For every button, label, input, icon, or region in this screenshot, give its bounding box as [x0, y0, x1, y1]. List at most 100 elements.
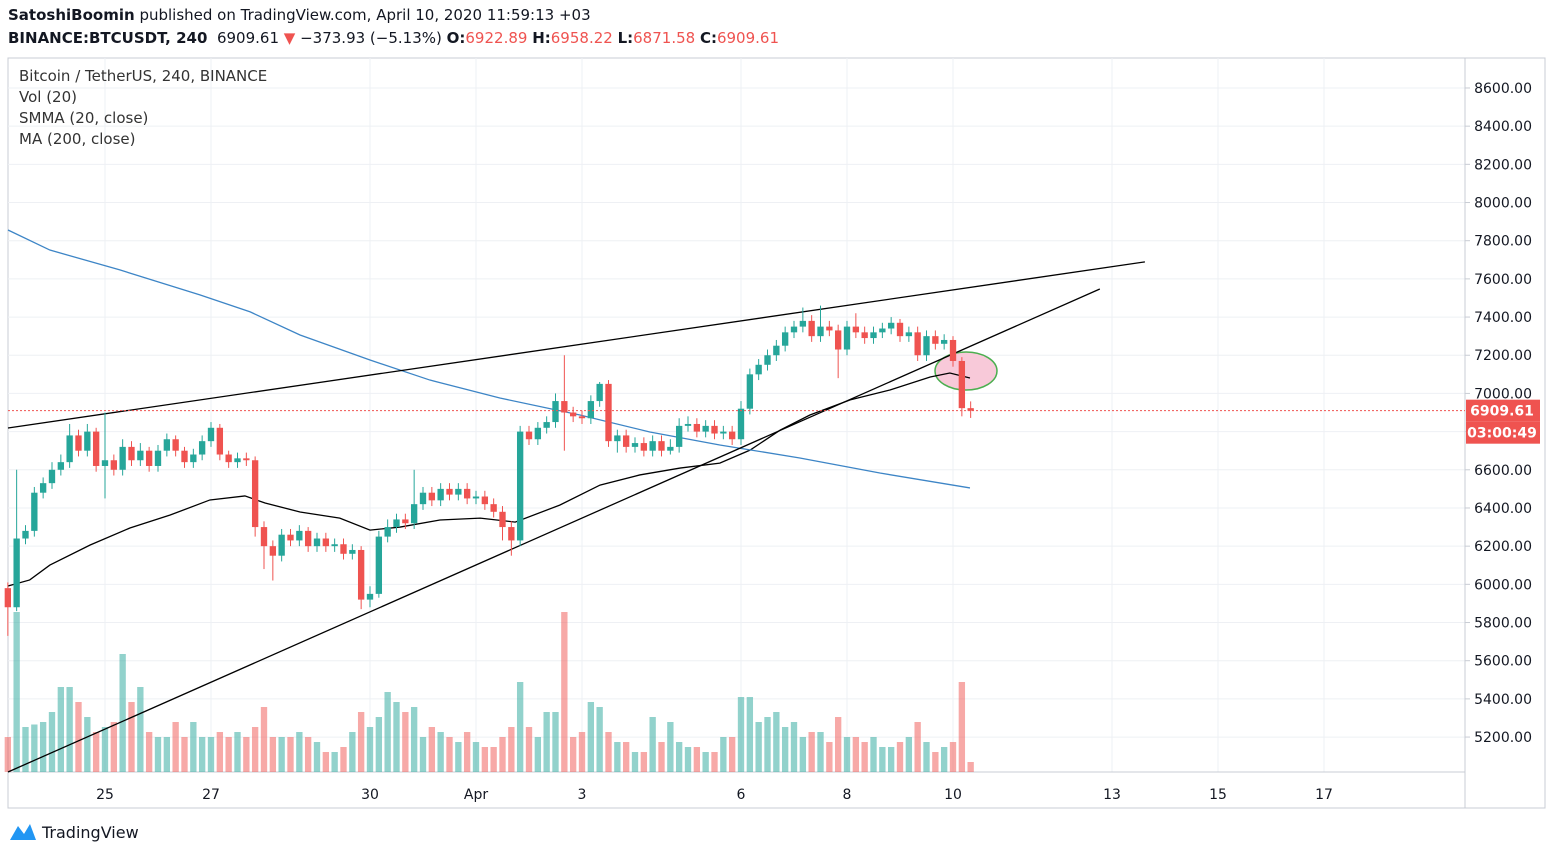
candle-body	[84, 431, 91, 451]
candle-body	[587, 401, 595, 419]
candle-body	[693, 423, 701, 432]
volume-bar	[914, 722, 921, 772]
volume-bar	[119, 654, 126, 772]
volume-bar	[92, 732, 100, 772]
candle-body	[278, 534, 285, 556]
volume-bar	[260, 707, 268, 772]
published: published on TradingView.com, April 10, …	[139, 6, 591, 24]
candle-body	[490, 504, 497, 512]
volume-bar	[932, 752, 939, 772]
volume-bar	[764, 717, 771, 772]
volume-bar	[861, 742, 868, 772]
volume-bar	[967, 762, 974, 772]
volume-bar	[251, 727, 259, 772]
volume-bar	[101, 727, 109, 772]
candle-body	[569, 412, 577, 417]
candle-body	[287, 534, 294, 541]
volume-bar	[145, 732, 153, 772]
y-tick-label: 8600.00	[1474, 81, 1532, 97]
volume-bar	[516, 682, 524, 772]
symbol: BINANCE:BTCUSDT, 240	[8, 29, 208, 47]
volume-bar	[198, 737, 206, 772]
volume-bar	[13, 612, 20, 772]
candle-body	[119, 446, 126, 470]
volume-bar	[525, 727, 533, 772]
volume-bar	[870, 737, 877, 772]
candle-body	[887, 322, 895, 329]
volume-bar	[110, 722, 118, 772]
y-tick-label: 5400.00	[1474, 692, 1532, 708]
candle-body	[578, 416, 586, 419]
y-tick-label: 6000.00	[1474, 577, 1532, 593]
indicator-line	[7, 229, 971, 489]
candle-body	[728, 431, 736, 440]
candle-body	[755, 364, 762, 375]
candle-body	[552, 401, 559, 423]
candle-body	[216, 427, 224, 455]
candle-body	[879, 328, 886, 333]
x-tick-label: 15	[1209, 787, 1227, 803]
candle-body	[932, 336, 939, 344]
candle-body	[48, 469, 56, 484]
volume-bar	[737, 697, 745, 772]
volume-bar	[622, 742, 630, 772]
candle-body	[340, 544, 347, 554]
candle-body	[561, 401, 568, 413]
x-tick-label: 17	[1315, 787, 1333, 803]
volume-bar	[163, 737, 171, 772]
candle-body	[304, 530, 312, 547]
candle-body	[13, 538, 20, 608]
candle-body	[737, 408, 745, 440]
volume-bar	[746, 697, 754, 772]
candle-body	[181, 450, 188, 463]
volume-bar	[4, 737, 12, 772]
candle-body	[207, 427, 215, 442]
candle-body	[322, 538, 330, 547]
candle-body	[243, 458, 250, 461]
x-tick-label: 25	[96, 787, 114, 803]
candle-body	[508, 527, 515, 541]
x-tick-label: 27	[202, 787, 220, 803]
volume-bar	[137, 687, 144, 772]
volume-bar	[402, 712, 409, 772]
volume-bar	[808, 732, 815, 772]
candle-body	[57, 462, 65, 470]
quote-line: BINANCE:BTCUSDT, 240 6909.61 ▼ −373.93 (…	[8, 29, 779, 47]
candle-body	[410, 504, 418, 524]
candle-body	[22, 530, 29, 539]
publish-line: SatoshiBoomin published on TradingView.c…	[8, 6, 591, 24]
volume-bar	[569, 737, 577, 772]
volume-bar	[463, 732, 471, 772]
volume-bar	[278, 737, 285, 772]
volume-bar	[225, 737, 232, 772]
y-tick-label: 7000.00	[1474, 386, 1532, 402]
volume-bar	[172, 722, 179, 772]
volume-bar	[834, 717, 842, 772]
candle-body	[260, 527, 268, 547]
candle-body	[163, 439, 171, 451]
volume-bar	[578, 732, 586, 772]
volume-bar	[437, 732, 444, 772]
volume-bar	[773, 712, 780, 772]
y-tick-label: 7800.00	[1474, 234, 1532, 250]
volume-bar	[781, 727, 789, 772]
x-tick-label: 3	[578, 787, 587, 803]
volume-bar	[905, 737, 913, 772]
volume-bar	[322, 752, 330, 772]
brand: TradingView	[41, 823, 139, 842]
candle-body	[834, 330, 842, 350]
legend-entry: SMMA (20, close)	[19, 109, 148, 127]
volume-bar	[128, 702, 135, 772]
candle-body	[640, 443, 648, 451]
volume-bar	[755, 722, 762, 772]
volume-bar	[455, 742, 462, 772]
volume-bar	[949, 742, 957, 772]
candle-body	[808, 320, 815, 337]
candle-body	[154, 450, 162, 466]
candle-body	[349, 549, 356, 554]
volume-bar	[154, 737, 162, 772]
candle-body	[366, 593, 374, 600]
volume-bar	[896, 742, 904, 772]
volume-bar	[287, 737, 294, 772]
trend-line	[7, 288, 1101, 773]
